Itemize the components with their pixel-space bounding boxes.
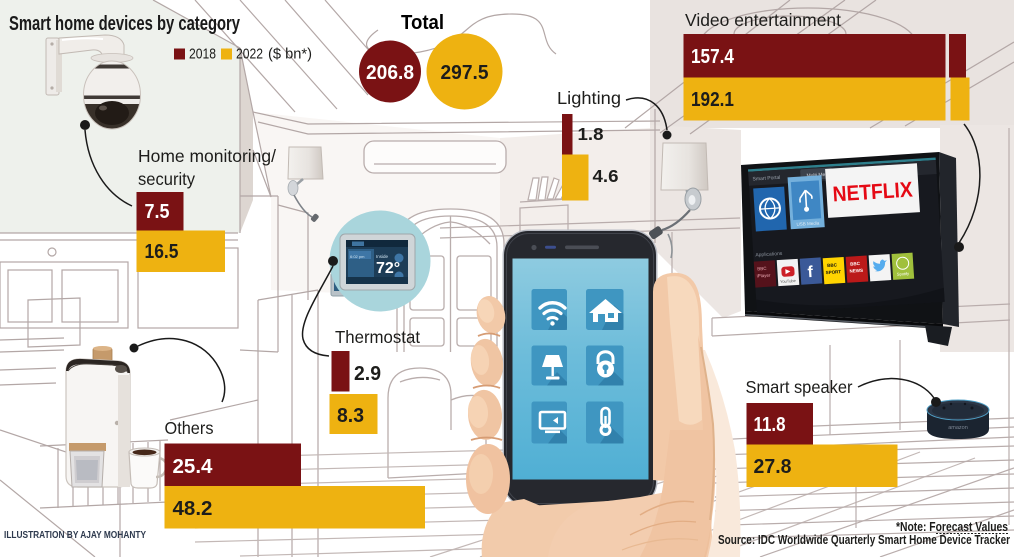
svg-text:Lighting: Lighting [557,88,621,108]
svg-text:ILLUSTRATION BY AJAY MOHANTY: ILLUSTRATION BY AJAY MOHANTY [4,529,146,541]
svg-text:Home monitoring/: Home monitoring/ [138,146,276,166]
svg-text:Others: Others [165,418,214,438]
svg-text:Spotify: Spotify [897,271,910,277]
svg-text:SPORT: SPORT [825,269,841,275]
svg-text:YouTube: YouTube [780,278,797,284]
svg-text:25.4: 25.4 [173,456,214,478]
svg-text:BBC: BBC [850,261,861,267]
svg-text:Total: Total [401,12,444,34]
svg-text:2.9: 2.9 [354,363,381,385]
svg-text:1.8: 1.8 [578,124,604,144]
svg-text:Inside: Inside [376,254,389,259]
svg-text:BBC: BBC [757,266,767,272]
svg-text:Source: IDC Worldwide Quarterl: Source: IDC Worldwide Quarterly Smart Ho… [718,533,1010,547]
svg-text:USB Media: USB Media [796,220,820,226]
svg-text:7.5: 7.5 [145,201,170,223]
svg-text:*Note: Forecast Values: *Note: Forecast Values [896,520,1008,534]
svg-text:Smart speaker: Smart speaker [746,377,853,397]
svg-text:11.8: 11.8 [754,414,786,436]
svg-text:f: f [807,264,814,281]
svg-text:amazon: amazon [948,425,968,431]
svg-text:206.8: 206.8 [366,62,414,84]
svg-text:4.6: 4.6 [593,166,619,186]
svg-text:security: security [138,169,195,189]
svg-text:Applications: Applications [755,251,783,259]
svg-text:8.3: 8.3 [337,405,364,427]
svg-text:Thermostat: Thermostat [335,327,420,347]
svg-text:BBC: BBC [827,262,838,268]
svg-text:72°: 72° [376,260,400,277]
svg-text:27.8: 27.8 [754,456,792,478]
svg-text:iPlayer: iPlayer [757,273,772,279]
svg-text:48.2: 48.2 [173,498,213,520]
svg-text:192.1: 192.1 [691,89,734,111]
svg-text:6:02 pm: 6:02 pm [350,254,365,259]
svg-text:16.5: 16.5 [145,241,179,263]
svg-text:157.4: 157.4 [691,46,735,68]
svg-text:2018: 2018 [189,46,216,63]
svg-text:($ bn*): ($ bn*) [268,46,312,63]
svg-text:Smart Portal: Smart Portal [752,175,780,183]
svg-text:297.5: 297.5 [441,62,489,84]
svg-text:Video entertainment: Video entertainment [685,10,841,30]
svg-text:2022: 2022 [236,46,263,63]
svg-text:Smart home devices by category: Smart home devices by category [9,13,241,35]
svg-text:NEWS: NEWS [849,268,863,274]
svg-text:NETFLIX: NETFLIX [832,178,914,207]
